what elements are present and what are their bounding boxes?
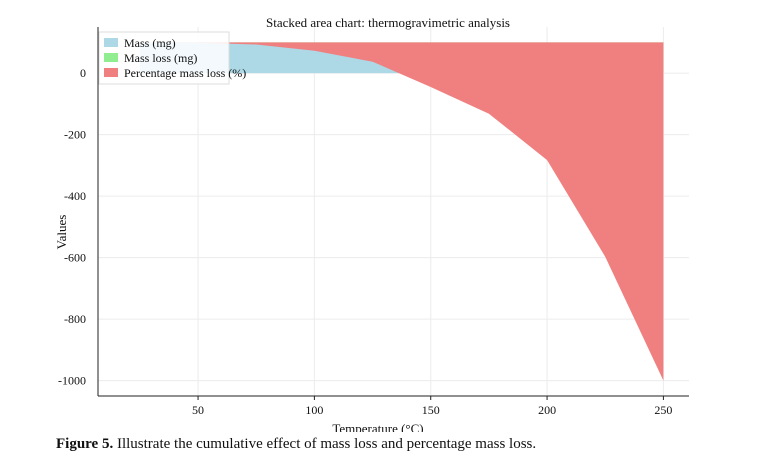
area-series	[139, 42, 664, 381]
figure-caption: Figure 5. Illustrate the cumulative effe…	[56, 436, 536, 453]
area-series-3	[139, 42, 664, 381]
caption-text: Illustrate the cumulative effect of mass…	[113, 436, 537, 452]
y-tick-label: -1000	[58, 374, 86, 388]
legend-swatch	[104, 68, 118, 77]
x-tick-label: 250	[654, 403, 672, 417]
legend-box	[98, 31, 230, 85]
x-tick-label: 100	[305, 403, 323, 417]
legend-label: Mass loss (mg)	[124, 51, 197, 65]
x-axis-label: Temperature (°C)	[332, 421, 423, 432]
y-tick-label: -400	[64, 189, 86, 203]
tick-labels: 50 100 150 200 250 0 -200 -400 -600 -800 -1000	[58, 66, 672, 417]
axes	[97, 27, 689, 397]
caption-label: Figure 5.	[56, 436, 114, 452]
x-tick-label: 150	[422, 403, 440, 417]
legend-swatch	[104, 53, 118, 62]
x-tick-label: 200	[538, 403, 556, 417]
y-axis-label: Values	[54, 215, 69, 250]
y-tick-label: -800	[64, 312, 86, 326]
legend-label: Mass (mg)	[124, 36, 176, 50]
stacked-area-chart: 50 100 150 200 250 0 -200 -400 -600 -800 -1000 Sta…	[54, 15, 689, 432]
chart-title: Stacked area chart: thermogravimetric an…	[266, 15, 510, 30]
y-tick-label: -600	[64, 251, 86, 265]
y-tick-label: -200	[64, 128, 86, 142]
legend: Mass (mg)Mass loss (mg)Percentage mass l…	[98, 31, 246, 85]
x-tick-label: 50	[192, 403, 204, 417]
legend-label: Percentage mass loss (%)	[124, 66, 246, 80]
y-tick-label: 0	[80, 66, 86, 80]
legend-swatch	[104, 38, 118, 47]
